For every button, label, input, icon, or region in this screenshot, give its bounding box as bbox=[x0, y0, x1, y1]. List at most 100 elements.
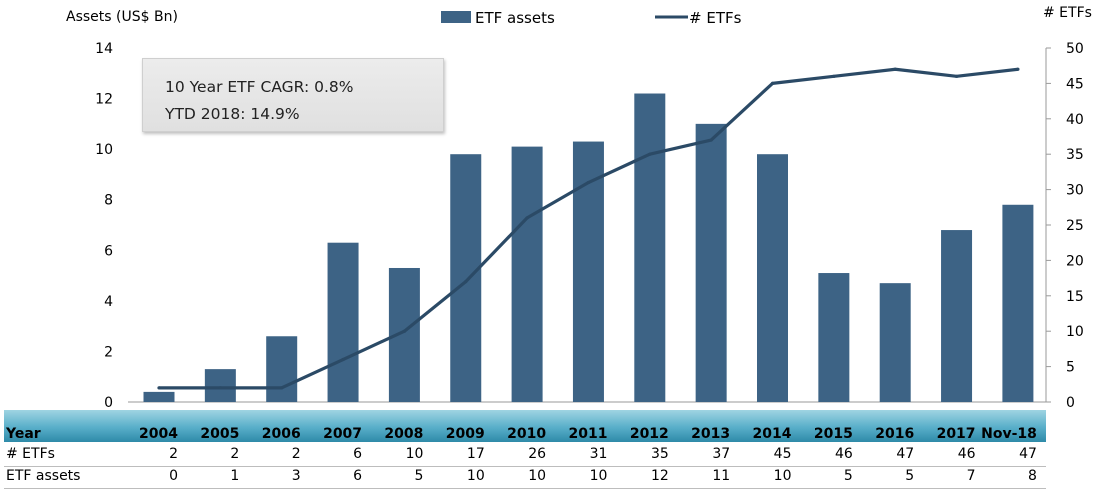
point-etf-count bbox=[464, 280, 468, 284]
annotation-line-2: YTD 2018: 14.9% bbox=[165, 105, 300, 123]
point-etf-count bbox=[586, 180, 591, 185]
bar-etf-assets bbox=[511, 146, 543, 402]
point-etf-count bbox=[1016, 67, 1020, 71]
table-cell-assets: 3 bbox=[291, 468, 301, 484]
y-left-tick-label: 12 bbox=[95, 92, 113, 108]
etf-count-line bbox=[157, 67, 1020, 390]
table-cell-etfs: 35 bbox=[650, 446, 669, 462]
point-etf-count bbox=[280, 386, 284, 390]
table-row-etfs: # ETFs 2 2 2 6 10 17 26 31 35 37 45 46 47 46 47 bbox=[4, 444, 1046, 467]
table-cell-year: 2013 bbox=[691, 426, 731, 442]
table-cell-assets: 6 bbox=[353, 468, 363, 484]
y-right-tick-label: 35 bbox=[1066, 147, 1084, 163]
bar-etf-assets bbox=[695, 123, 727, 402]
point-etf-count bbox=[648, 152, 652, 156]
table-cell-year: 2016 bbox=[875, 426, 915, 442]
point-etf-count bbox=[525, 216, 529, 220]
y-axis-left: 0 2 4 6 8 10 12 14 bbox=[95, 41, 113, 411]
table-cell-etfs: 6 bbox=[353, 446, 363, 462]
table-cell-year: 2008 bbox=[384, 426, 424, 442]
point-etf-count bbox=[954, 74, 959, 78]
table-cell-assets: 5 bbox=[905, 468, 915, 484]
y-axis-right-title: # ETFs bbox=[1043, 5, 1092, 21]
table-cell-assets: 8 bbox=[1027, 468, 1037, 484]
point-etf-count bbox=[157, 386, 161, 390]
y-right-tick-label: 45 bbox=[1066, 76, 1084, 92]
y-left-tick-label: 14 bbox=[95, 41, 113, 57]
table-cell-year: 2010 bbox=[507, 426, 547, 442]
table-cell-year: 2017 bbox=[936, 426, 976, 442]
table-cell-assets: 10 bbox=[528, 468, 547, 484]
bar-etf-assets bbox=[327, 242, 359, 402]
bar-etf-assets bbox=[634, 93, 666, 402]
y-left-tick-label: 8 bbox=[104, 193, 113, 209]
table-cell-year: 2012 bbox=[629, 426, 669, 442]
y-left-tick-label: 10 bbox=[95, 142, 113, 158]
point-etf-count bbox=[770, 81, 775, 85]
bar-etf-assets bbox=[204, 369, 236, 402]
legend-label-etfs: # ETFs bbox=[689, 9, 742, 27]
bar-etf-assets bbox=[143, 391, 175, 402]
table-cell-etfs: 47 bbox=[1019, 446, 1037, 462]
y-right-tick-label: 10 bbox=[1066, 324, 1084, 340]
table-cell-etfs: 2 bbox=[169, 446, 178, 462]
table-cell-year: Nov-18 bbox=[981, 426, 1037, 442]
point-etf-count bbox=[218, 386, 222, 390]
table-cell-assets: 10 bbox=[466, 468, 485, 484]
point-etf-count bbox=[893, 67, 897, 71]
table-row-year: Year 2004 2005 2006 2007 2008 2009 2010 2011 201… bbox=[4, 424, 1046, 444]
table-cell-etfs: 2 bbox=[291, 446, 301, 462]
table-cell-assets: 10 bbox=[589, 468, 608, 484]
table-header-etfs: # ETFs bbox=[6, 446, 55, 462]
table-cell-etfs: 37 bbox=[712, 446, 731, 462]
table-cell-etfs: 46 bbox=[835, 446, 853, 462]
table-cell-assets: 11 bbox=[712, 468, 731, 484]
point-etf-count bbox=[709, 138, 713, 142]
y-right-tick-label: 5 bbox=[1066, 360, 1075, 376]
table-cell-assets: 7 bbox=[966, 468, 976, 484]
y-right-tick-label: 40 bbox=[1066, 112, 1084, 128]
legend: ETF assets # ETFs bbox=[441, 9, 742, 27]
table-cell-year: 2014 bbox=[752, 426, 792, 442]
y-right-tick-label: 50 bbox=[1066, 41, 1084, 57]
table-cell-etfs: 45 bbox=[773, 446, 792, 462]
table-cell-etfs: 26 bbox=[528, 446, 547, 462]
table-row-assets: ETF assets 0 1 3 6 5 10 10 10 12 11 10 5 5 7 8 bbox=[4, 466, 1046, 489]
table-cell-year: 2007 bbox=[323, 426, 363, 442]
point-etf-count bbox=[402, 329, 406, 333]
y-right-tick-label: 20 bbox=[1066, 253, 1084, 269]
y-axis-left-title: Assets (US$ Bn) bbox=[66, 9, 178, 25]
table-cell-year: 2015 bbox=[813, 426, 853, 442]
table-cell-etfs: 17 bbox=[466, 446, 485, 462]
table-header-band bbox=[4, 410, 1046, 442]
table-cell-assets: 1 bbox=[230, 468, 240, 484]
table-cell-etfs: 47 bbox=[896, 446, 915, 462]
table-cell-assets: 12 bbox=[650, 468, 669, 484]
y-left-tick-label: 0 bbox=[104, 395, 113, 411]
y-right-tick-label: 30 bbox=[1066, 183, 1084, 199]
table-cell-etfs: 10 bbox=[405, 446, 424, 462]
table-cell-assets: 10 bbox=[773, 468, 792, 484]
table-cell-etfs: 31 bbox=[589, 446, 608, 462]
table-cell-year: 2006 bbox=[261, 426, 301, 442]
bar-etf-assets bbox=[266, 336, 298, 402]
bar-etf-assets bbox=[757, 154, 788, 402]
bar-etf-assets bbox=[1002, 204, 1034, 402]
table-cell-etfs: 46 bbox=[957, 446, 976, 462]
annotation-line-1: 10 Year ETF CAGR: 0.8% bbox=[165, 78, 354, 96]
table-cell-etfs: 2 bbox=[230, 446, 240, 462]
y-left-tick-label: 2 bbox=[104, 344, 113, 360]
cagr-annotation: 10 Year ETF CAGR: 0.8% YTD 2018: 14.9% bbox=[142, 58, 444, 132]
bar-etf-assets bbox=[572, 141, 604, 403]
bars bbox=[143, 93, 1034, 403]
point-etf-count bbox=[341, 357, 345, 362]
table-cell-year: 2005 bbox=[200, 426, 240, 442]
y-left-tick-label: 6 bbox=[104, 243, 113, 259]
table-cell-assets: 0 bbox=[169, 468, 178, 484]
point-etf-count bbox=[832, 74, 836, 78]
y-right-tick-label: 25 bbox=[1066, 218, 1084, 234]
bar-etf-assets bbox=[941, 230, 973, 402]
y-left-tick-label: 4 bbox=[104, 294, 113, 310]
bar-etf-assets bbox=[818, 273, 850, 402]
